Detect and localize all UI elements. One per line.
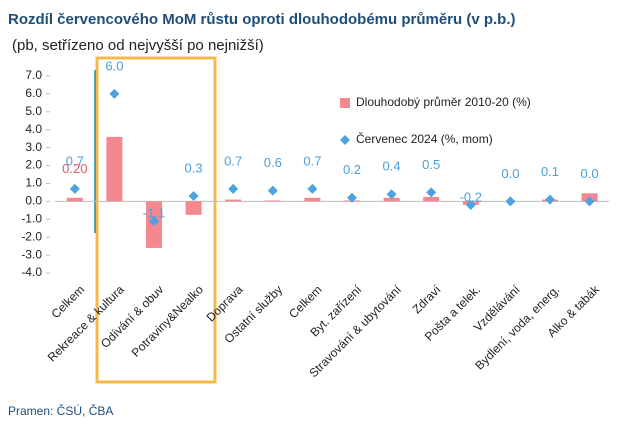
- x-tick-label: Celkem: [48, 282, 87, 321]
- y-tick-label: 3.0: [25, 140, 42, 154]
- point-value-label: 0.7: [224, 153, 242, 168]
- y-tick-label: 0.0: [25, 194, 42, 208]
- bar: [66, 197, 83, 202]
- diamond-point: [307, 183, 318, 194]
- chart-title: Rozdíl červencového MoM růstu oproti dlo…: [8, 11, 516, 28]
- bar: [264, 200, 281, 202]
- point-value-label: -0.2: [460, 189, 482, 204]
- diamond-point: [228, 183, 239, 194]
- legend-label: Dlouhodobý průměr 2010-20 (%): [356, 95, 531, 109]
- diamond-point: [188, 190, 199, 201]
- diamond-point: [465, 199, 476, 210]
- bar: [304, 197, 321, 202]
- point-value-label: 0.3: [185, 160, 203, 175]
- y-tick-label: 4.0: [25, 122, 42, 136]
- x-tick-label: Zdraví: [410, 282, 444, 316]
- y-tick-label: -3.0: [21, 247, 42, 261]
- y-tick-label: 6.0: [25, 86, 42, 100]
- highlight-box: [95, 56, 217, 384]
- x-tick-label: Celkem: [286, 282, 325, 321]
- point-value-label: 0.1: [541, 164, 559, 179]
- legend-swatch: [340, 135, 350, 145]
- bar: [225, 199, 242, 202]
- point-value-label: 0.5: [422, 157, 440, 172]
- bar: [383, 197, 400, 202]
- point-value-label: 0.7: [66, 153, 84, 168]
- point-value-label: 6.0: [105, 58, 123, 73]
- point-value-label: 0.4: [383, 159, 401, 174]
- legend-label: Červenec 2024 (%, mom): [356, 131, 493, 146]
- y-tick-label: 7.0: [25, 68, 42, 82]
- point-value-label: 0.2: [343, 162, 361, 177]
- bar: [423, 196, 440, 202]
- diamond-point: [584, 196, 595, 207]
- point-value-label: 0.0: [581, 166, 599, 181]
- y-tick-label: 2.0: [25, 158, 42, 172]
- diamond-point: [109, 88, 120, 99]
- y-tick-label: -2.0: [21, 229, 42, 243]
- diamond-point: [505, 196, 516, 207]
- diamond-point: [386, 189, 397, 200]
- bar: [106, 136, 123, 202]
- diamond-point: [267, 185, 278, 196]
- bar-value-label: 0.20: [62, 161, 87, 176]
- x-tick-label: Potraviny&Nealko: [129, 282, 207, 360]
- source: Pramen: ČSÚ, ČBA: [8, 403, 113, 418]
- diamond-point: [69, 183, 80, 194]
- bar: [185, 201, 202, 215]
- legend-swatch: [340, 98, 350, 108]
- diamond-point: [426, 187, 437, 198]
- point-value-label: 0.6: [264, 155, 282, 170]
- point-value-label: -1.1: [143, 206, 165, 221]
- diamond-point: [545, 194, 555, 205]
- diamond-point: [149, 216, 159, 227]
- y-tick-label: 1.0: [25, 176, 42, 190]
- chart-subtitle: (pb, setřízeno od nejvyšší po nejnižší): [12, 37, 264, 54]
- y-tick-label: -1.0: [21, 211, 42, 225]
- diamond-point: [347, 192, 357, 203]
- point-value-label: 0.0: [501, 166, 519, 181]
- point-value-label: 0.7: [303, 153, 321, 168]
- y-tick-label: -4.0: [21, 265, 42, 279]
- y-tick-label: 5.0: [25, 104, 42, 118]
